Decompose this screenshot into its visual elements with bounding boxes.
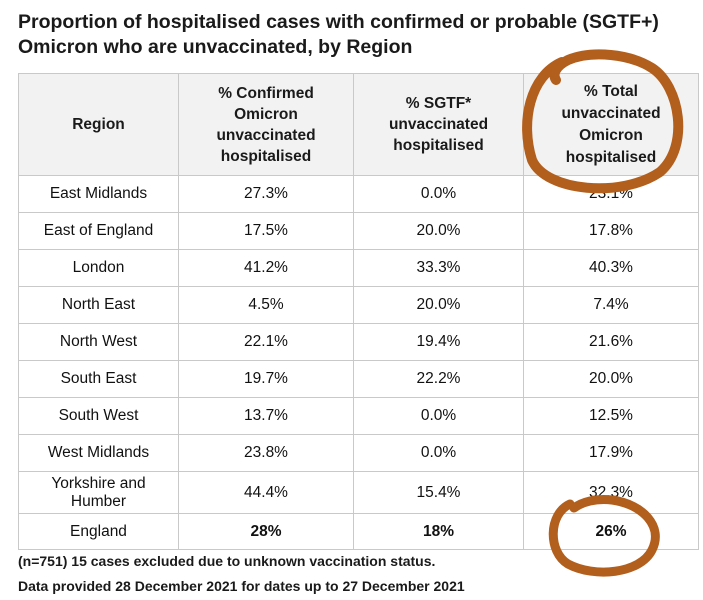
cell-confirmed: 4.5%: [178, 286, 354, 324]
cell-region: North East: [18, 286, 179, 324]
cell-sgtf: 19.4%: [353, 323, 524, 361]
cell-total: 17.9%: [523, 434, 699, 472]
header-total: % Total unvaccinated Omicron hospitalise…: [523, 73, 699, 176]
cell-total: 23.1%: [523, 175, 699, 213]
cell-sgtf: 20.0%: [353, 286, 524, 324]
cell-confirmed: 44.4%: [178, 471, 354, 514]
page-title: Proportion of hospitalised cases with co…: [18, 10, 698, 60]
cell-sgtf: 20.0%: [353, 212, 524, 250]
table-row: East of England 17.5% 20.0% 17.8%: [18, 212, 699, 250]
cell-confirmed: 17.5%: [178, 212, 354, 250]
header-region: Region: [18, 73, 179, 176]
cell-region: North West: [18, 323, 179, 361]
cell-total: 20.0%: [523, 360, 699, 398]
cell-region: South West: [18, 397, 179, 435]
cell-region: East of England: [18, 212, 179, 250]
cell-total: 26%: [523, 513, 699, 550]
cell-region: Yorkshire and Humber: [18, 471, 179, 514]
header-sgtf: % SGTF* unvaccinated hospitalised: [353, 73, 524, 176]
cell-region: East Midlands: [18, 175, 179, 213]
table-row: London 41.2% 33.3% 40.3%: [18, 249, 699, 287]
table-row: North East 4.5% 20.0% 7.4%: [18, 286, 699, 324]
cell-confirmed: 22.1%: [178, 323, 354, 361]
table-row: East Midlands 27.3% 0.0% 23.1%: [18, 175, 699, 213]
cell-total: 7.4%: [523, 286, 699, 324]
title-line-1: Proportion of hospitalised cases with co…: [18, 11, 659, 33]
cell-sgtf: 33.3%: [353, 249, 524, 287]
table-header-row: Region % Confirmed Omicron unvaccinated …: [18, 73, 699, 176]
cell-confirmed: 19.7%: [178, 360, 354, 398]
cell-sgtf: 0.0%: [353, 397, 524, 435]
cell-total: 17.8%: [523, 212, 699, 250]
cell-sgtf: 18%: [353, 513, 524, 550]
cell-sgtf: 22.2%: [353, 360, 524, 398]
header-confirmed: % Confirmed Omicron unvaccinated hospita…: [178, 73, 354, 176]
cell-confirmed: 27.3%: [178, 175, 354, 213]
footnote-excluded-cases: (n=751) 15 cases excluded due to unknown…: [18, 553, 436, 569]
title-line-2: Omicron who are unvaccinated, by Region: [18, 36, 413, 58]
cell-region: West Midlands: [18, 434, 179, 472]
cell-sgtf: 0.0%: [353, 434, 524, 472]
footnote-data-date: Data provided 28 December 2021 for dates…: [18, 578, 465, 594]
cell-confirmed: 41.2%: [178, 249, 354, 287]
cell-sgtf: 0.0%: [353, 175, 524, 213]
cell-confirmed: 28%: [178, 513, 354, 550]
cell-region: South East: [18, 360, 179, 398]
hospitalised-unvaccinated-table: Region % Confirmed Omicron unvaccinated …: [18, 73, 699, 550]
cell-confirmed: 13.7%: [178, 397, 354, 435]
cell-sgtf: 15.4%: [353, 471, 524, 514]
cell-total: 40.3%: [523, 249, 699, 287]
table-row: South West 13.7% 0.0% 12.5%: [18, 397, 699, 435]
cell-confirmed: 23.8%: [178, 434, 354, 472]
cell-total: 32.3%: [523, 471, 699, 514]
table-row: West Midlands 23.8% 0.0% 17.9%: [18, 434, 699, 472]
table-row: North West 22.1% 19.4% 21.6%: [18, 323, 699, 361]
cell-total: 21.6%: [523, 323, 699, 361]
cell-total: 12.5%: [523, 397, 699, 435]
table-row: Yorkshire and Humber 44.4% 15.4% 32.3%: [18, 471, 699, 514]
table-row: South East 19.7% 22.2% 20.0%: [18, 360, 699, 398]
cell-region: England: [18, 513, 179, 550]
cell-region: London: [18, 249, 179, 287]
england-total-row: England 28% 18% 26%: [18, 513, 699, 550]
